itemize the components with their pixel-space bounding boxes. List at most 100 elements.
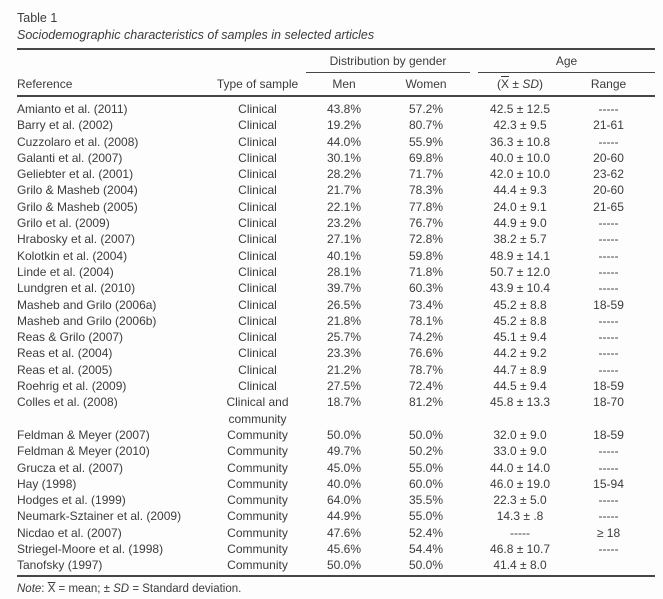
age-range-cell: ----- bbox=[598, 444, 619, 459]
column-gap bbox=[470, 72, 479, 97]
sample-type-cell: Clinical bbox=[238, 330, 277, 345]
reference-cell: Masheb and Grilo (2006b) bbox=[17, 313, 157, 328]
sample-type-cell: Clinical bbox=[238, 199, 277, 214]
women-percent-cell: 72.4% bbox=[408, 379, 444, 394]
group-header-spacer bbox=[17, 48, 306, 73]
reference-cell: Reas et al. (2004) bbox=[17, 346, 113, 361]
age-mean-sd-cell: 42.5 ± 12.5 bbox=[490, 102, 550, 116]
gap-cell bbox=[470, 557, 479, 577]
reference-cell: Roehrig et al. (2009) bbox=[17, 379, 127, 394]
sample-type-cell: Clinical bbox=[238, 362, 277, 377]
sample-type-cell: Clinical bbox=[238, 281, 277, 296]
table-row: Colles et al. (2008) Clinical and communi… bbox=[17, 394, 655, 427]
reference-cell: Kolotkin et al. (2004) bbox=[17, 248, 128, 263]
women-percent-cell: 52.4% bbox=[408, 525, 444, 540]
age-range-cell: 21-65 bbox=[593, 199, 624, 214]
sample-type-cell: Clinical bbox=[238, 102, 277, 116]
men-percent-cell: 47.6% bbox=[326, 525, 362, 540]
reference-cell: Cuzzolaro et al. (2008) bbox=[17, 134, 139, 149]
women-percent-cell: 59.8% bbox=[408, 248, 444, 263]
table-row: Tanofsky (1997) Community 50.0% 50.0% 41.4 ±… bbox=[17, 557, 656, 577]
table-row: Grilo et al. (2009) Clinical 23.2% 76.7% 44.… bbox=[17, 215, 655, 231]
men-percent-cell: 28.2% bbox=[326, 167, 362, 182]
age-mean-sd-cell: 42.0 ± 10.0 bbox=[490, 167, 550, 182]
table-row: Reas & Grilo (2007) Clinical 25.7% 74.2% 45.… bbox=[17, 329, 655, 345]
gap-cell bbox=[470, 182, 478, 198]
men-percent-cell: 40.1% bbox=[326, 248, 362, 263]
sample-type-cell: Clinical bbox=[238, 313, 277, 328]
men-percent-cell: 43.8% bbox=[326, 102, 362, 116]
women-percent-cell: 76.6% bbox=[408, 346, 444, 361]
reference-cell: Reas et al. (2005) bbox=[17, 362, 113, 377]
age-mean-sd-cell: 44.4 ± 9.3 bbox=[493, 183, 547, 198]
gap-cell bbox=[470, 297, 478, 313]
men-percent-cell: 25.7% bbox=[326, 330, 362, 345]
women-percent-cell: 71.8% bbox=[408, 264, 444, 279]
women-percent-cell: 55.0% bbox=[408, 509, 444, 524]
women-percent-cell: 78.3% bbox=[408, 183, 444, 198]
age-range-cell: 15-94 bbox=[593, 476, 624, 491]
table-body: Amianto et al. (2011) Clinical 43.8% 57.2% 4… bbox=[17, 96, 656, 577]
table-row: Linde et al. (2004) Clinical 28.1% 71.8% 50.… bbox=[17, 264, 655, 280]
reference-cell: Amianto et al. (2011) bbox=[17, 102, 128, 116]
gap-cell bbox=[470, 329, 478, 345]
gap-cell bbox=[470, 525, 478, 541]
table-row: Barry et al. (2002) Clinical 19.2% 80.7% 42.… bbox=[17, 117, 655, 133]
men-percent-cell: 64.0% bbox=[326, 493, 362, 508]
age-mean-sd-cell: 36.3 ± 10.8 bbox=[490, 134, 550, 149]
age-mean-sd-cell: 22.3 ± 5.0 bbox=[493, 493, 547, 508]
women-percent-cell: 81.2% bbox=[408, 395, 444, 410]
note-colon: : bbox=[41, 582, 48, 595]
plus-minus-symbol: ± bbox=[509, 77, 523, 91]
reference-cell: Linde et al. (2004) bbox=[17, 264, 114, 279]
sample-type-cell: Clinical bbox=[238, 167, 277, 182]
gap-cell bbox=[470, 427, 478, 443]
table-row: Hodges et al. (1999) Community 64.0% 35.5% 2… bbox=[17, 492, 655, 508]
women-percent-cell: 78.1% bbox=[408, 313, 444, 328]
note-mean-symbol: X bbox=[47, 582, 56, 595]
column-header-men: Men bbox=[306, 72, 382, 97]
mean-symbol: X bbox=[501, 77, 510, 91]
age-mean-sd-cell: 33.0 ± 9.0 bbox=[493, 444, 547, 459]
women-percent-cell: 71.7% bbox=[408, 167, 444, 182]
age-mean-sd-cell: 45.2 ± 8.8 bbox=[493, 313, 547, 328]
gap-cell bbox=[470, 443, 478, 459]
reference-cell: Feldman & Meyer (2010) bbox=[17, 444, 150, 459]
reference-cell: Hodges et al. (1999) bbox=[17, 493, 126, 508]
gap-cell bbox=[470, 378, 478, 394]
sample-type-cell: Community bbox=[209, 557, 306, 577]
table-label: Table 1 bbox=[17, 11, 58, 25]
age-range-cell: 18-59 bbox=[593, 297, 624, 312]
men-percent-cell: 39.7% bbox=[326, 281, 362, 296]
age-mean-sd-cell: 43.9 ± 10.4 bbox=[490, 281, 550, 296]
women-percent-cell: 55.9% bbox=[408, 134, 444, 149]
age-range-cell: ----- bbox=[598, 248, 619, 263]
sample-type-cell: Clinical and community bbox=[226, 395, 289, 426]
gap-cell bbox=[470, 150, 478, 166]
age-mean-sd-cell: 44.0 ± 14.0 bbox=[490, 460, 550, 475]
age-range-cell: ----- bbox=[598, 542, 619, 557]
reference-cell: Grilo & Masheb (2004) bbox=[17, 183, 138, 198]
column-header-reference: Reference bbox=[17, 72, 209, 97]
age-range-cell: 18-70 bbox=[593, 395, 624, 410]
age-mean-sd-cell: 46.0 ± 19.0 bbox=[490, 476, 550, 491]
table-row: Feldman & Meyer (2007) Community 50.0% 50.0… bbox=[17, 427, 655, 443]
sample-type-cell: Community bbox=[227, 542, 288, 557]
gap-cell bbox=[470, 248, 478, 264]
reference-cell: Grilo et al. (2009) bbox=[17, 216, 110, 231]
sd-symbol: SD bbox=[522, 77, 539, 91]
age-range-cell: ----- bbox=[598, 330, 619, 345]
sample-type-cell: Community bbox=[227, 444, 288, 459]
reference-cell: Reas & Grilo (2007) bbox=[17, 330, 124, 345]
gap-cell bbox=[470, 476, 478, 492]
table-row: Nicdao et al. (2007) Community 47.6% 52.4% -… bbox=[17, 525, 655, 541]
men-percent-cell: 23.3% bbox=[326, 346, 362, 361]
men-percent-cell: 30.1% bbox=[326, 150, 362, 165]
women-percent-cell: 55.0% bbox=[408, 460, 444, 475]
age-range-cell: 20-60 bbox=[593, 150, 624, 165]
note-mid-text: = mean; ± bbox=[55, 582, 114, 595]
men-percent-cell: 27.1% bbox=[326, 232, 362, 247]
age-mean-sd-cell: 41.4 ± 8.0 bbox=[478, 557, 563, 577]
men-percent-cell: 27.5% bbox=[326, 379, 362, 394]
age-range-cell: 21-61 bbox=[593, 118, 624, 133]
